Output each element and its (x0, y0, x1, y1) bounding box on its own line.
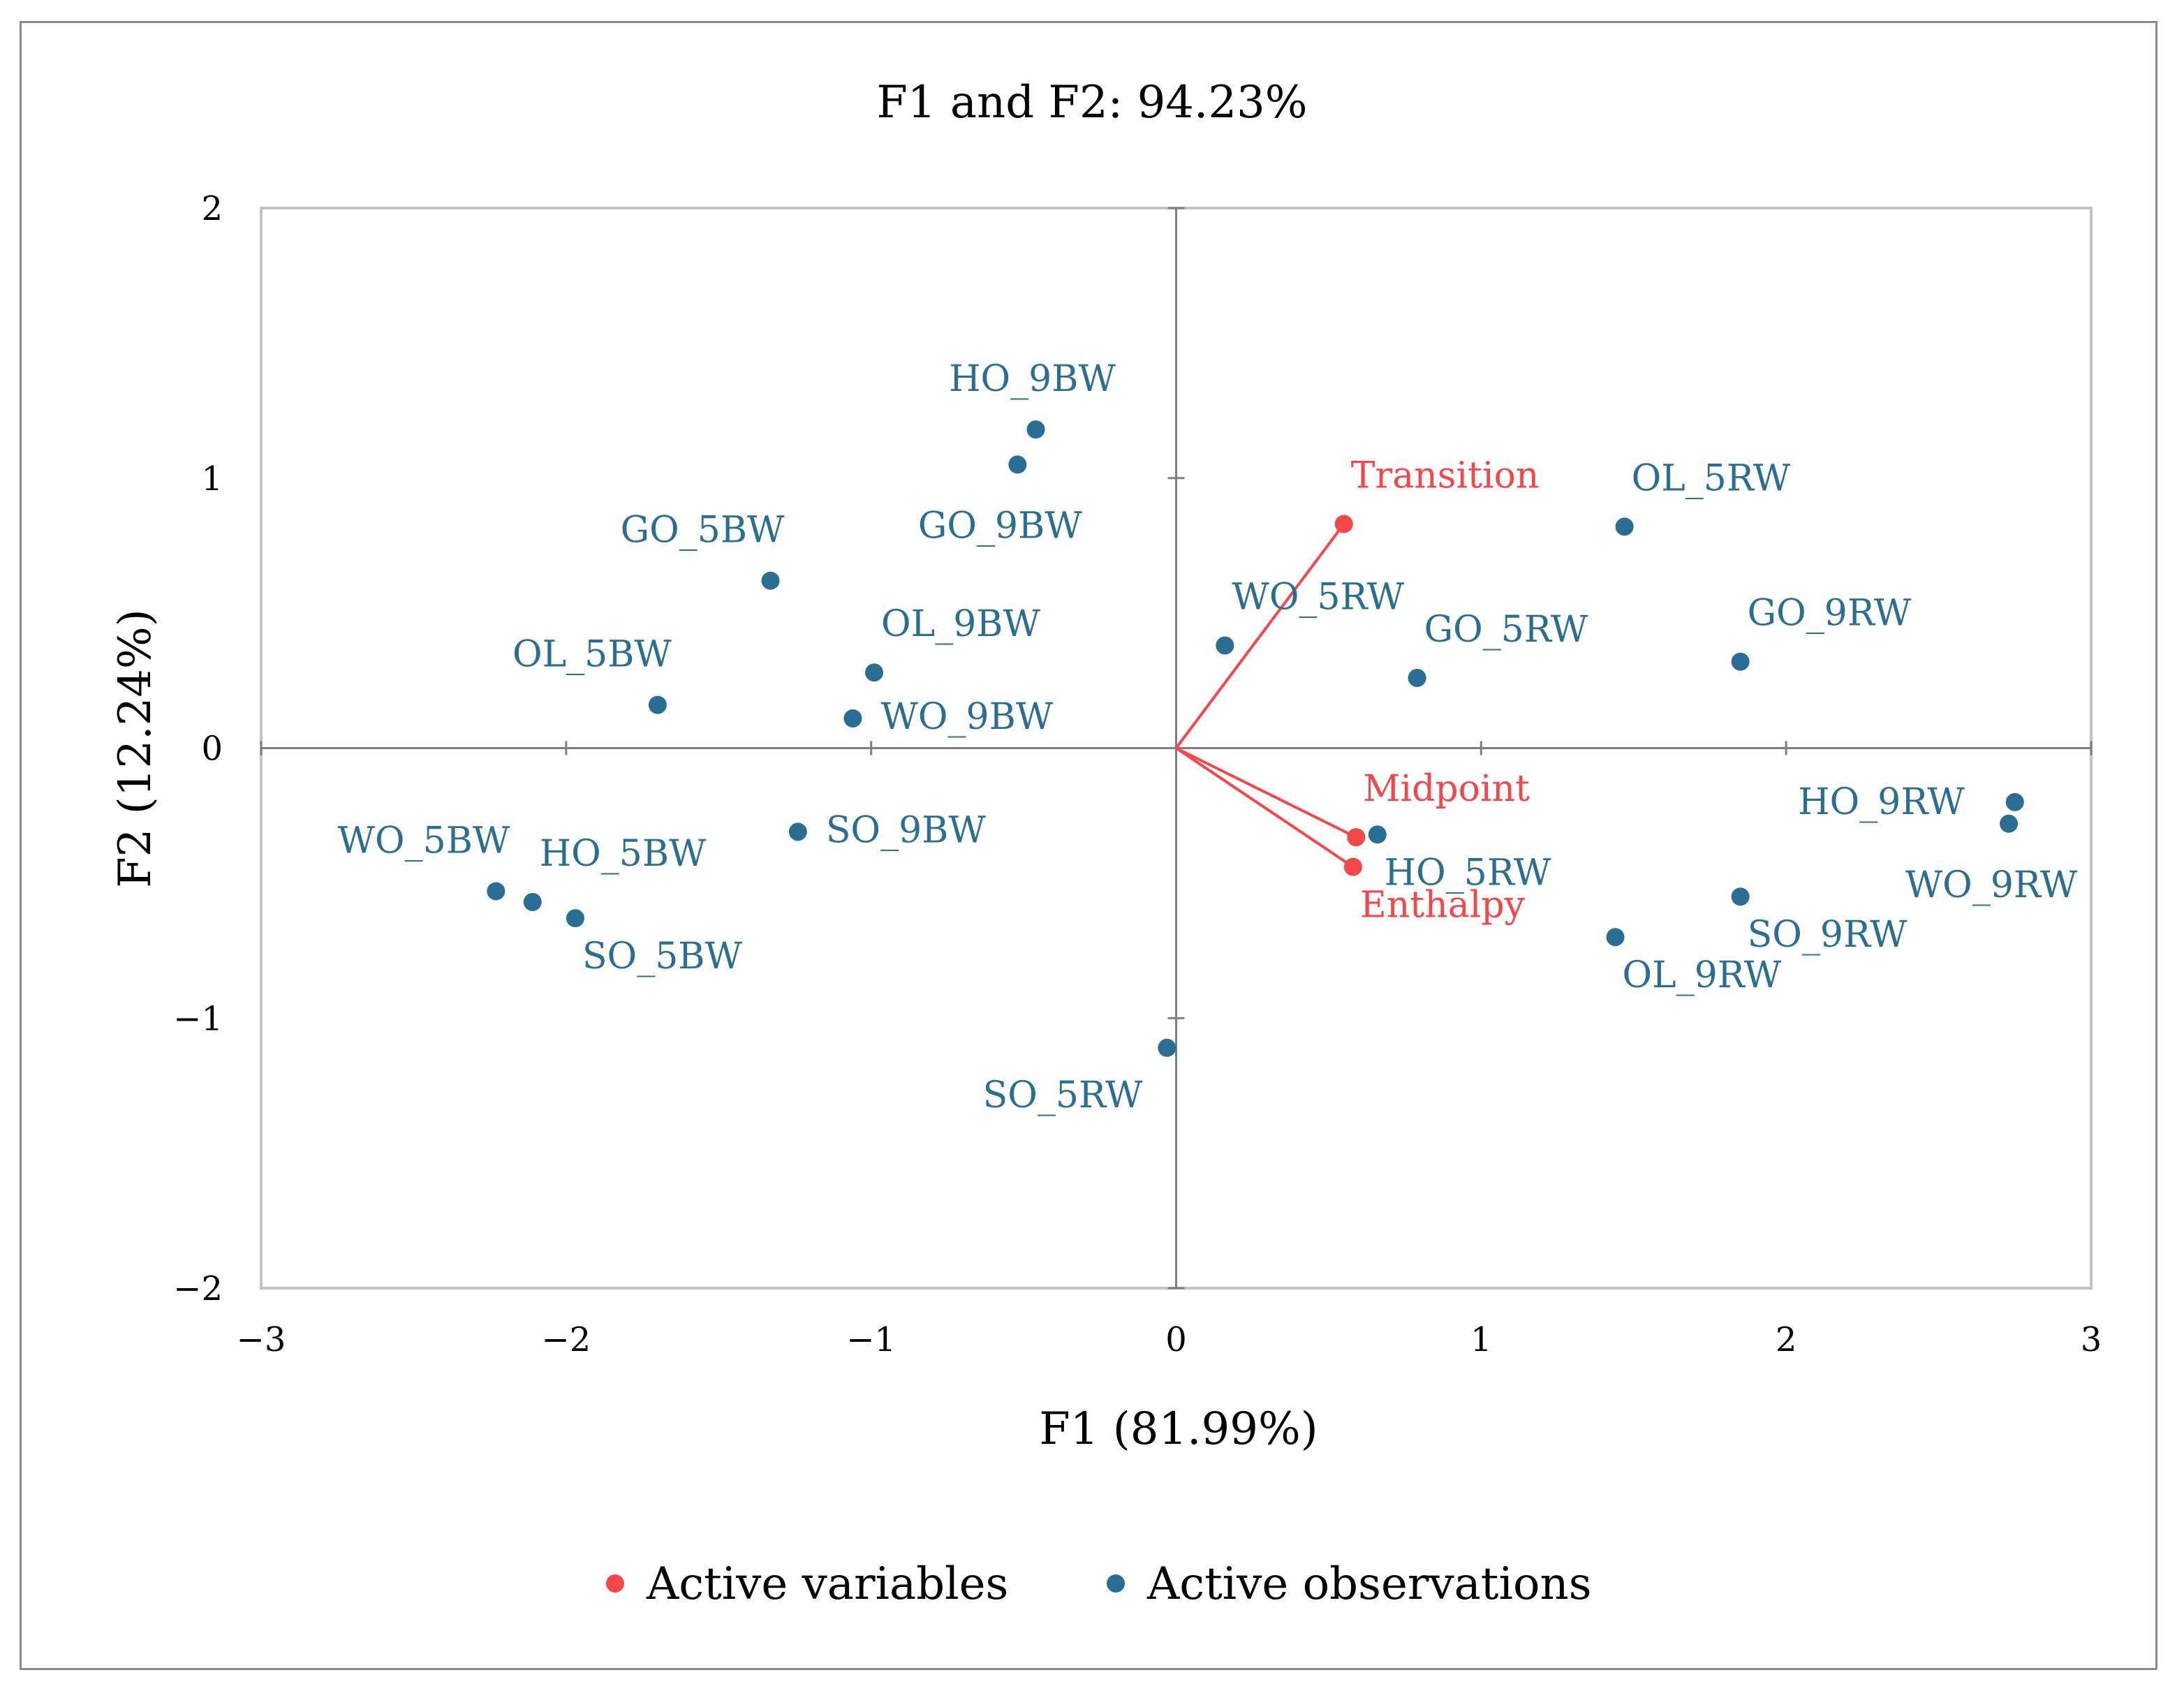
variable-label: Transition (1351, 455, 1540, 496)
x-tick-label: 2 (1776, 1320, 1797, 1359)
observation-point (1008, 455, 1027, 474)
observation-label: OL_9RW (1623, 954, 1782, 996)
legend-marker-observations (1107, 1574, 1125, 1593)
observation-label: GO_9BW (918, 505, 1082, 547)
observation-label: GO_9RW (1748, 593, 1912, 635)
observation-point (2000, 814, 2019, 833)
y-tick-label: 2 (201, 189, 223, 228)
y-tick-label: −2 (173, 1269, 223, 1308)
observation-point (1615, 517, 1634, 536)
variable-point (1347, 828, 1366, 847)
observation-point (843, 709, 862, 728)
observation-point (1731, 652, 1750, 671)
observation-label: GO_5RW (1424, 609, 1588, 651)
legend-label-observations: Active observations (1146, 1558, 1592, 1610)
axis-ticks: −3 −2 −1 0 1 2 3 −2 −1 0 1 2 (173, 189, 2102, 1359)
variable-label: Midpoint (1363, 768, 1530, 810)
variable-point (1334, 515, 1353, 533)
observation-label: OL_5BW (512, 634, 672, 676)
observation-point (1216, 636, 1234, 655)
observation-label: WO_5RW (1232, 577, 1404, 619)
observation-label: HO_5RW (1385, 852, 1551, 894)
observation-point (1408, 668, 1426, 687)
observation-point (1731, 887, 1750, 906)
observation-point (487, 882, 506, 901)
observation-label: GO_5BW (621, 510, 785, 552)
observation-label: SO_5RW (983, 1075, 1143, 1116)
observation-point (566, 909, 584, 928)
observation-label: WO_5BW (338, 820, 510, 862)
legend-marker-variables (606, 1574, 624, 1593)
x-tick-label: −1 (846, 1320, 896, 1359)
observation-point (1606, 928, 1625, 947)
variable-vector-line (1174, 523, 1345, 749)
observation-point (1158, 1038, 1176, 1057)
observation-label: WO_9RW (1905, 864, 2078, 906)
variable-point (1343, 857, 1362, 876)
observation-label: HO_9BW (949, 358, 1116, 400)
y-tick-label: 0 (201, 730, 223, 769)
observation-point (865, 663, 884, 682)
x-tick-label: −2 (541, 1320, 591, 1359)
observation-point (761, 571, 780, 590)
legend: Active variables Active observations (606, 1558, 1592, 1610)
observation-point (648, 695, 667, 714)
observation-point (1368, 825, 1387, 844)
x-tick-label: 3 (2081, 1320, 2102, 1359)
variable-vectors (1174, 515, 1366, 876)
figure-frame (20, 21, 2157, 1670)
observation-label: HO_5BW (540, 833, 707, 875)
point-labels: Transition Midpoint Enthalpy HO_9BW GO_9BW GO… (338, 358, 2078, 1116)
y-tick-label: −1 (173, 999, 223, 1038)
observation-label: SO_5BW (582, 936, 743, 977)
chart-title: F1 and F2: 94.23% (876, 77, 1307, 128)
observation-label: SO_9BW (826, 809, 987, 851)
observation-label: HO_9RW (1798, 781, 1965, 823)
y-tick-label: 1 (201, 459, 223, 499)
legend-label-variables: Active variables (646, 1558, 1008, 1610)
observation-point (523, 892, 542, 911)
observation-point (2005, 792, 2024, 811)
y-axis-title: F2 (12.24%) (110, 609, 161, 887)
x-tick-label: 1 (1470, 1320, 1492, 1359)
variable-vector-line (1175, 746, 1357, 839)
observation-point (788, 822, 807, 841)
observation-points (487, 420, 2024, 1057)
x-axis-title: F1 (81.99%) (1039, 1403, 1318, 1455)
observation-label: SO_9RW (1748, 914, 1908, 956)
observation-label: OL_9BW (881, 603, 1040, 645)
variable-label: Enthalpy (1360, 885, 1526, 926)
x-tick-label: 0 (1165, 1320, 1187, 1359)
x-tick-label: −3 (237, 1320, 286, 1359)
observation-label: WO_9BW (880, 696, 1053, 738)
observation-label: OL_5RW (1632, 457, 1791, 499)
observation-point (1026, 420, 1045, 439)
variable-vector-line (1175, 746, 1354, 869)
